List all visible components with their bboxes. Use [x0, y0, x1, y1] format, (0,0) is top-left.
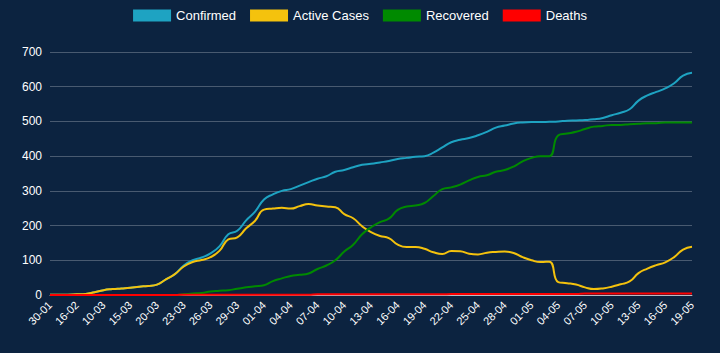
svg-text:16-02: 16-02 — [53, 299, 81, 327]
svg-text:30-01: 30-01 — [26, 299, 54, 327]
svg-text:25-04: 25-04 — [454, 299, 482, 327]
svg-text:13-04: 13-04 — [347, 299, 375, 327]
svg-text:04-05: 04-05 — [534, 299, 562, 327]
svg-text:700: 700 — [22, 45, 42, 59]
svg-text:300: 300 — [22, 184, 42, 198]
svg-text:100: 100 — [22, 253, 42, 267]
svg-text:Deaths: Deaths — [546, 8, 588, 23]
svg-text:200: 200 — [22, 219, 42, 233]
svg-text:0: 0 — [35, 288, 42, 302]
svg-text:13-05: 13-05 — [614, 299, 642, 327]
svg-text:16-05: 16-05 — [641, 299, 669, 327]
svg-text:20-03: 20-03 — [133, 299, 161, 327]
svg-text:07-05: 07-05 — [561, 299, 589, 327]
svg-text:29-03: 29-03 — [213, 299, 241, 327]
svg-text:400: 400 — [22, 149, 42, 163]
svg-text:600: 600 — [22, 80, 42, 94]
svg-text:500: 500 — [22, 114, 42, 128]
svg-text:10-05: 10-05 — [588, 299, 616, 327]
svg-text:01-05: 01-05 — [507, 299, 535, 327]
svg-text:28-04: 28-04 — [481, 299, 509, 327]
svg-text:26-03: 26-03 — [186, 299, 214, 327]
svg-text:Active Cases: Active Cases — [293, 8, 369, 23]
svg-text:15-03: 15-03 — [106, 299, 134, 327]
svg-text:Confirmed: Confirmed — [176, 8, 236, 23]
svg-text:16-04: 16-04 — [374, 299, 402, 327]
svg-text:Recovered: Recovered — [426, 8, 489, 23]
svg-text:22-04: 22-04 — [427, 299, 455, 327]
svg-text:04-04: 04-04 — [267, 299, 295, 327]
svg-text:10-04: 10-04 — [320, 299, 348, 327]
svg-text:10-03: 10-03 — [79, 299, 107, 327]
svg-text:07-04: 07-04 — [293, 299, 321, 327]
svg-text:19-05: 19-05 — [668, 299, 696, 327]
svg-text:01-04: 01-04 — [240, 299, 268, 327]
svg-text:19-04: 19-04 — [400, 299, 428, 327]
svg-text:23-03: 23-03 — [160, 299, 188, 327]
